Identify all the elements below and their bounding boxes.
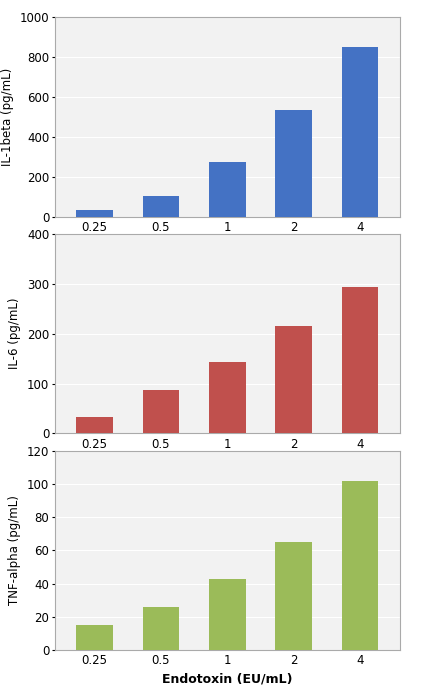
Bar: [76, 417, 113, 433]
X-axis label: Endotoxin (EU/mL): Endotoxin (EU/mL): [162, 456, 293, 469]
Y-axis label: IL-6 (pg/mL): IL-6 (pg/mL): [8, 298, 21, 369]
Bar: [209, 162, 245, 217]
Bar: [143, 607, 179, 650]
Bar: [275, 542, 312, 650]
Bar: [342, 288, 378, 433]
Bar: [76, 210, 113, 217]
X-axis label: Endotoxin (EU/mL): Endotoxin (EU/mL): [162, 239, 293, 252]
Bar: [76, 625, 113, 650]
Bar: [275, 110, 312, 217]
Bar: [275, 326, 312, 433]
Bar: [209, 579, 245, 650]
X-axis label: Endotoxin (EU/mL): Endotoxin (EU/mL): [162, 673, 293, 686]
Bar: [143, 196, 179, 217]
Bar: [209, 362, 245, 433]
Bar: [342, 47, 378, 217]
Bar: [143, 389, 179, 433]
Bar: [342, 480, 378, 650]
Y-axis label: TNF-alpha (pg/mL): TNF-alpha (pg/mL): [8, 495, 21, 605]
Y-axis label: IL-1beta (pg/mL): IL-1beta (pg/mL): [1, 68, 14, 166]
